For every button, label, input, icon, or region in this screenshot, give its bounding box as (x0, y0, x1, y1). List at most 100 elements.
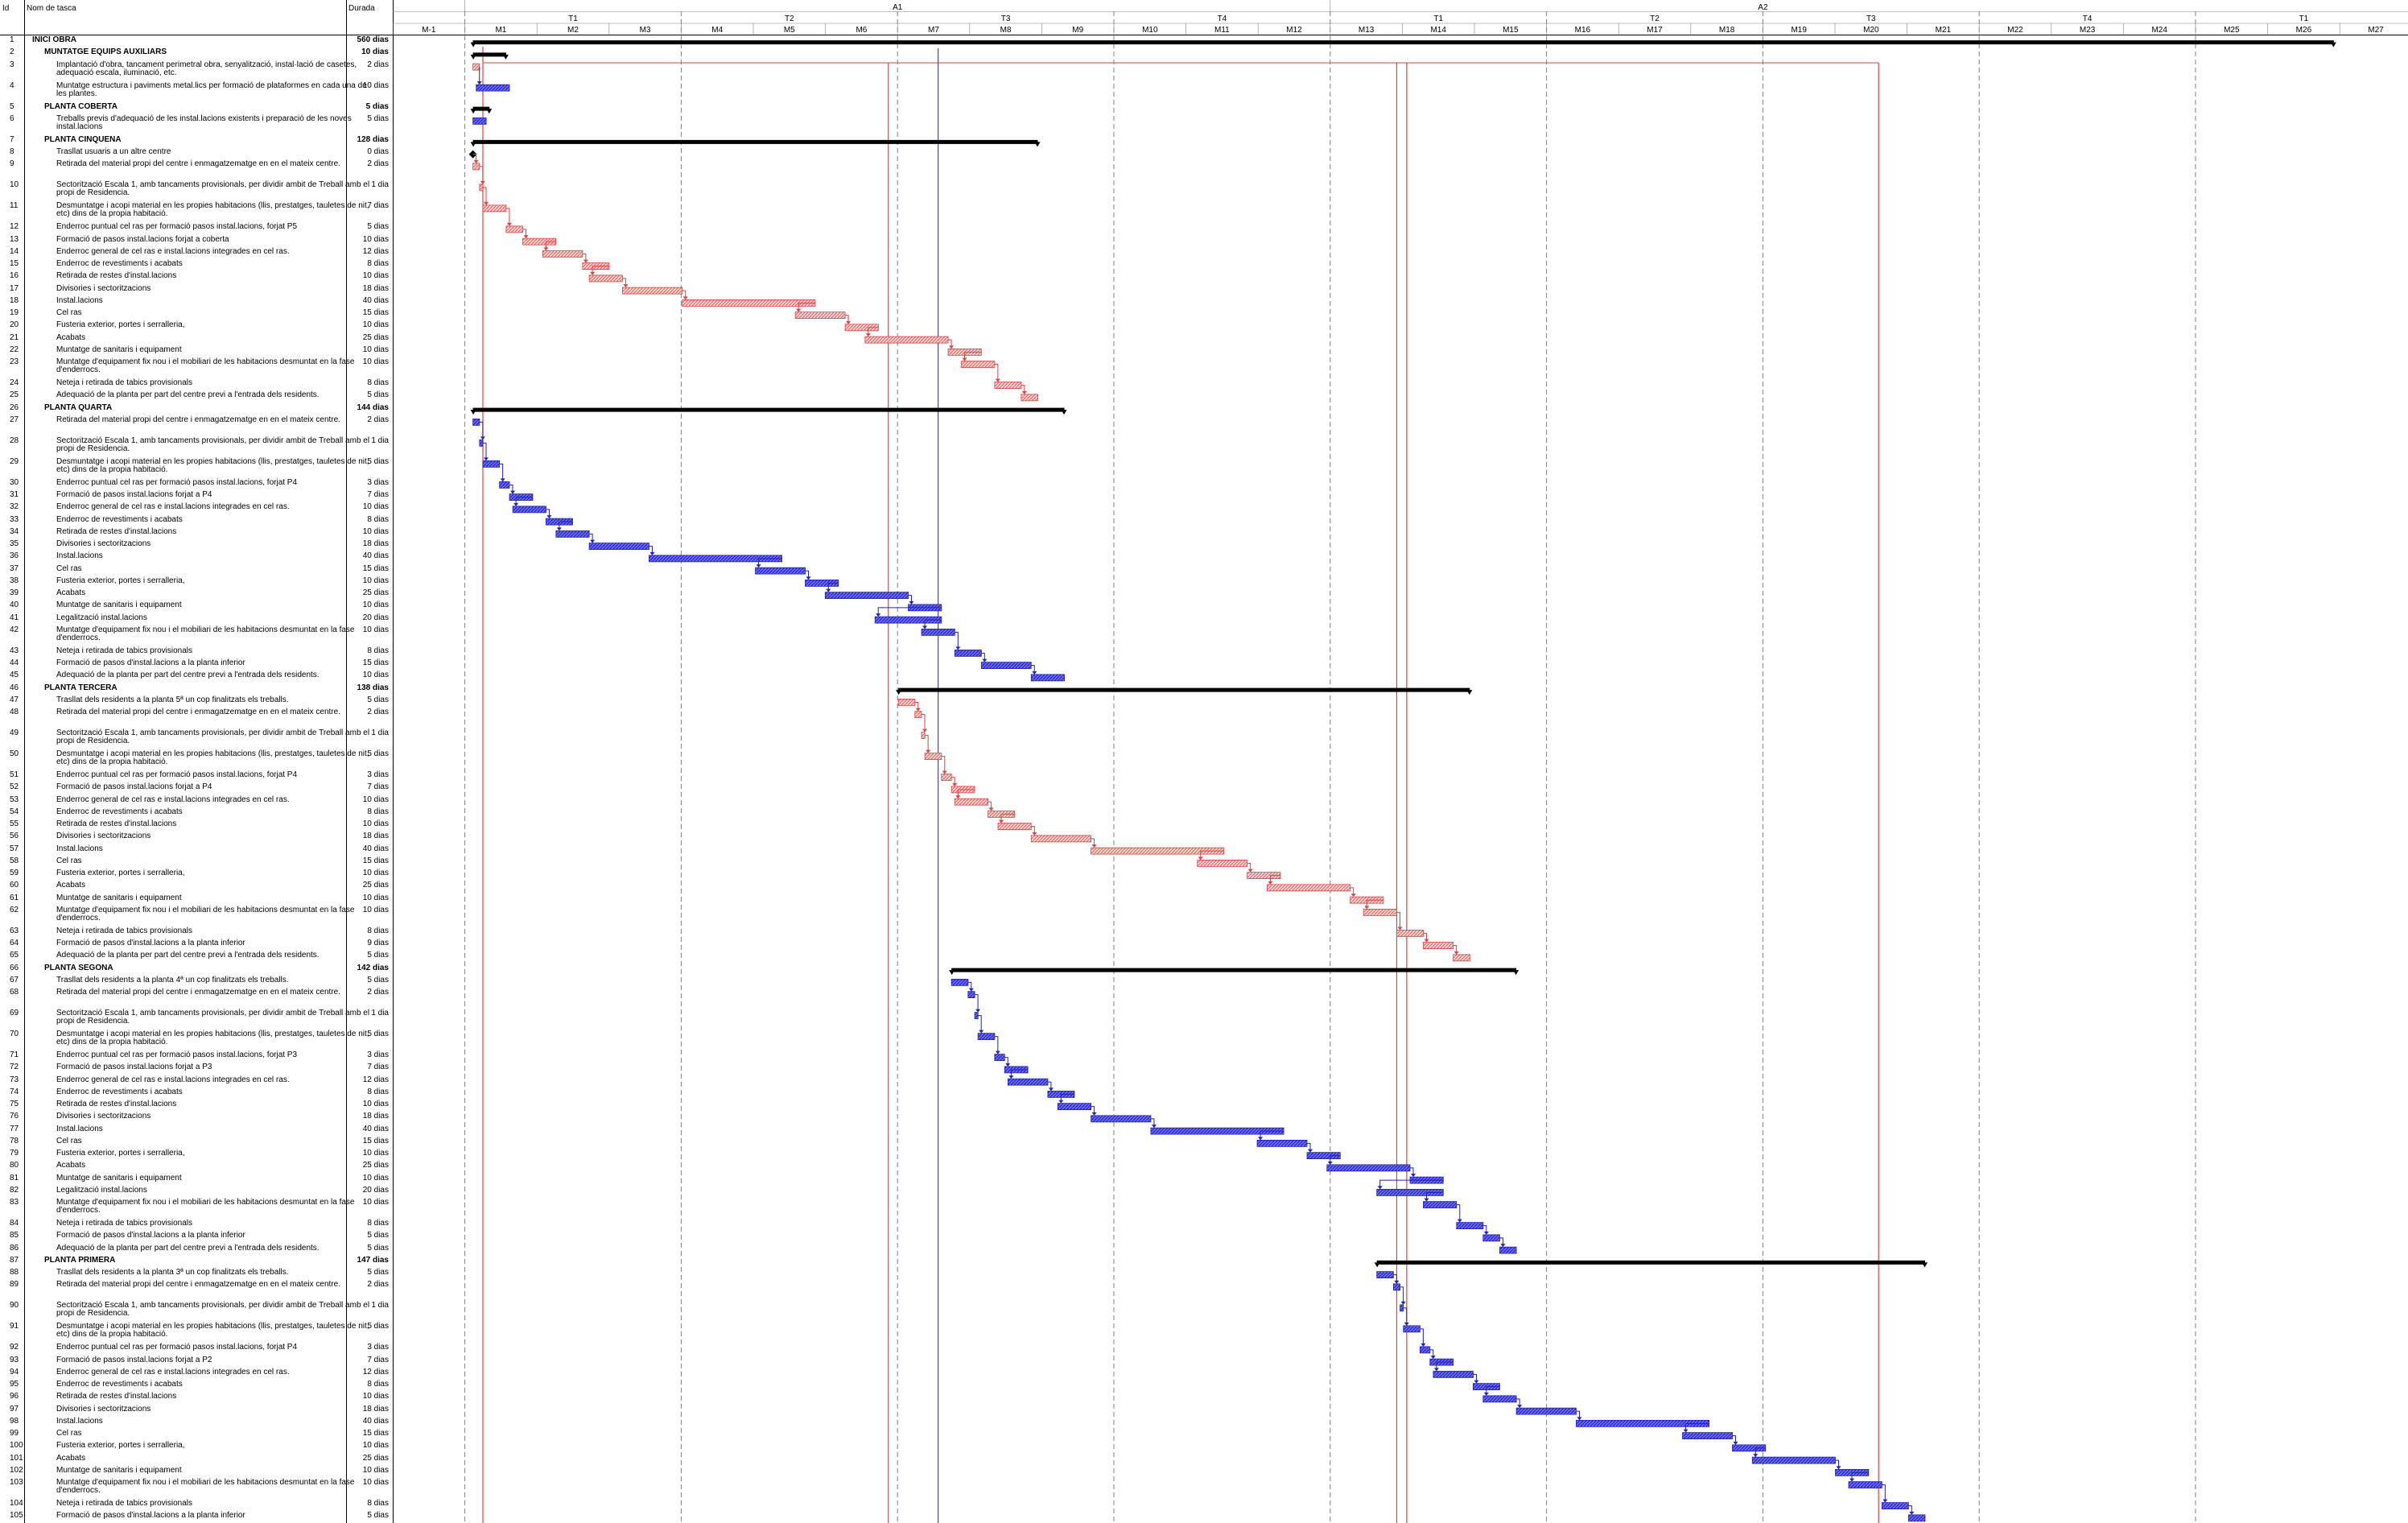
task-row[interactable]: 81 Muntatge de sanitaris i equipament 10 d… (0, 1174, 393, 1187)
task-row[interactable]: 85 Formació de pasos d'instal.lacions a l… (0, 1232, 393, 1244)
task-row[interactable]: 16 Retirada de restes d'instal.lacions 10 … (0, 272, 393, 284)
task-row[interactable]: 65 Adequació de la planta per part del ce… (0, 951, 393, 964)
task-row[interactable]: 19 Cel ras 15 dias (0, 309, 393, 321)
task-row[interactable]: 102 Muntatge de sanitaris i equipament 10 … (0, 1466, 393, 1479)
task-row[interactable]: 12 Enderroc puntual cel ras per formació … (0, 223, 393, 235)
task-row[interactable]: 14 Enderroc general de cel ras e instal.l… (0, 247, 393, 260)
task-row[interactable]: 37 Cel ras 15 dias (0, 564, 393, 577)
task-row[interactable]: 74 Enderroc de revestiments i acabats 8 di… (0, 1088, 393, 1100)
task-row[interactable]: 43 Neteja i retirada de tabics provisiona… (0, 646, 393, 659)
task-row[interactable]: 61 Muntatge de sanitaris i equipament 10 d… (0, 894, 393, 906)
task-row[interactable]: 101 Acabats 25 dias (0, 1454, 393, 1467)
task-row[interactable]: 77 Instal.lacions 40 dias (0, 1125, 393, 1137)
task-row[interactable]: 22 Muntatge de sanitaris i equipament 10 d… (0, 345, 393, 358)
task-row[interactable]: 41 Legalització instal.lacions 20 dias (0, 613, 393, 626)
column-header-duration[interactable]: Durada (348, 4, 375, 13)
task-row[interactable]: 72 Formació de pasos instal.lacions forja… (0, 1063, 393, 1075)
task-row[interactable]: 50 Desmuntatge i acopi material en les pr… (0, 750, 393, 771)
task-row[interactable]: 9 Retirada del material propi del centre … (0, 160, 393, 181)
task-row[interactable]: 97 Divisories i sectoritzacions 18 dias (0, 1405, 393, 1418)
task-row[interactable]: 70 Desmuntatge i acopi material en les pr… (0, 1030, 393, 1051)
task-row[interactable]: 82 Legalització instal.lacions 20 dias (0, 1186, 393, 1199)
task-row[interactable]: 11 Desmuntatge i acopi material en les pr… (0, 202, 393, 223)
task-row[interactable]: 31 Formació de pasos instal.lacions forja… (0, 491, 393, 503)
task-row[interactable]: 104 Neteja i retirada de tabics provision… (0, 1500, 393, 1512)
task-row[interactable]: 58 Cel ras 15 dias (0, 856, 393, 869)
task-row[interactable]: 59 Fusteria exterior, portes i serralleri… (0, 869, 393, 881)
task-row[interactable]: 63 Neteja i retirada de tabics provisiona… (0, 927, 393, 939)
task-row[interactable]: 92 Enderroc puntual cel ras per formació … (0, 1343, 393, 1356)
task-row[interactable]: 4 Muntatge estructura i paviments metal.l… (0, 81, 393, 103)
task-row[interactable]: 90 Sectorització Escala 1, amb tancaments… (0, 1302, 393, 1323)
task-row[interactable]: 21 Acabats 25 dias (0, 333, 393, 346)
task-row[interactable]: 52 Formació de pasos instal.lacions forja… (0, 783, 393, 795)
task-row[interactable]: 35 Divisories i sectoritzacions 18 dias (0, 540, 393, 552)
summary-task-row[interactable]: 5 PLANTA COBERTA 5 dias (0, 102, 393, 115)
task-row[interactable]: 67 Trasllat dels residents a la planta 4ª… (0, 976, 393, 989)
task-row[interactable]: 8 Trasllat usuaris a un altre centre 0 dia… (0, 148, 393, 160)
task-row[interactable]: 45 Adequació de la planta per part del ce… (0, 671, 393, 683)
column-header-id[interactable]: Id (2, 4, 10, 13)
task-row[interactable]: 29 Desmuntatge i acopi material en les pr… (0, 457, 393, 479)
task-row[interactable]: 23 Muntatge d'equipament fix nou i el mob… (0, 358, 393, 379)
task-row[interactable]: 53 Enderroc general de cel ras e instal.l… (0, 795, 393, 808)
task-row[interactable]: 32 Enderroc general de cel ras e instal.l… (0, 503, 393, 515)
gantt-canvas[interactable]: M-1 M1 M2 M3 M4 M5 M6 M7 M8 M9 M10 M11 M12 M13 M14 M15 M… (393, 0, 2408, 1523)
task-row[interactable]: 96 Retirada de restes d'instal.lacions 10 … (0, 1393, 393, 1405)
task-row[interactable]: 30 Enderroc puntual cel ras per formació … (0, 478, 393, 491)
task-row[interactable]: 80 Acabats 25 dias (0, 1162, 393, 1174)
task-row[interactable]: 86 Adequació de la planta per part del ce… (0, 1244, 393, 1257)
task-row[interactable]: 76 Divisories i sectoritzacions 18 dias (0, 1112, 393, 1125)
task-row[interactable]: 20 Fusteria exterior, portes i serralleri… (0, 321, 393, 333)
task-row[interactable]: 13 Formació de pasos instal.lacions forja… (0, 235, 393, 248)
gantt-chart[interactable]: M-1 M1 M2 M3 M4 M5 M6 M7 M8 M9 M10 M11 M12 M13 M14 M15 M… (393, 0, 2408, 1523)
task-row[interactable]: 78 Cel ras 15 dias (0, 1137, 393, 1149)
task-row[interactable]: 62 Muntatge d'equipament fix nou i el mob… (0, 906, 393, 927)
summary-task-row[interactable]: 1 INICI OBRA 560 dias (0, 36, 393, 48)
summary-task-row[interactable]: 7 PLANTA CINQUENA 128 dias (0, 135, 393, 148)
task-row[interactable]: 40 Muntatge de sanitaris i equipament 10 d… (0, 601, 393, 613)
task-row[interactable]: 10 Sectorització Escala 1, amb tancaments… (0, 181, 393, 202)
task-row[interactable]: 100 Fusteria exterior, portes i serraller… (0, 1442, 393, 1454)
task-row[interactable]: 98 Instal.lacions 40 dias (0, 1417, 393, 1430)
column-header-name[interactable]: Nom de tasca (27, 4, 76, 13)
task-row[interactable]: 3 Implantació d'obra, tancament perimetra… (0, 60, 393, 82)
task-row[interactable]: 24 Neteja i retirada de tabics provisiona… (0, 379, 393, 391)
task-row[interactable]: 25 Adequació de la planta per part del ce… (0, 391, 393, 403)
task-row[interactable]: 36 Instal.lacions 40 dias (0, 552, 393, 564)
task-row[interactable]: 79 Fusteria exterior, portes i serralleri… (0, 1149, 393, 1162)
task-row[interactable]: 42 Muntatge d'equipament fix nou i el mob… (0, 625, 393, 647)
task-row[interactable]: 49 Sectorització Escala 1, amb tancaments… (0, 729, 393, 750)
task-row[interactable]: 68 Retirada del material propi del centre… (0, 989, 393, 1009)
task-row[interactable]: 38 Fusteria exterior, portes i serralleri… (0, 576, 393, 589)
summary-task-row[interactable]: 66 PLANTA SEGONA 142 dias (0, 964, 393, 976)
task-row[interactable]: 6 Treballs previs d'adequació de les inst… (0, 114, 393, 136)
task-row[interactable]: 57 Instal.lacions 40 dias (0, 844, 393, 857)
summary-task-row[interactable]: 26 PLANTA QUARTA 144 dias (0, 403, 393, 416)
task-row[interactable]: 88 Trasllat dels residents a la planta 3ª… (0, 1269, 393, 1281)
task-row[interactable]: 17 Divisories i sectoritzacions 18 dias (0, 284, 393, 297)
task-row[interactable]: 18 Instal.lacions 40 dias (0, 296, 393, 309)
task-row[interactable]: 44 Formació de pasos d'instal.lacions a l… (0, 659, 393, 671)
task-row[interactable]: 91 Desmuntatge i acopi material en les pr… (0, 1323, 393, 1343)
summary-task-row[interactable]: 2 MUNTATGE EQUIPS AUXILIARS 10 dias (0, 48, 393, 60)
task-row[interactable]: 48 Retirada del material propi del centre… (0, 708, 393, 729)
task-row[interactable]: 69 Sectorització Escala 1, amb tancaments… (0, 1009, 393, 1030)
task-row[interactable]: 47 Trasllat dels residents a la planta 5ª… (0, 695, 393, 708)
task-row[interactable]: 54 Enderroc de revestiments i acabats 8 di… (0, 807, 393, 820)
task-row[interactable]: 33 Enderroc de revestiments i acabats 8 di… (0, 515, 393, 528)
task-row[interactable]: 28 Sectorització Escala 1, amb tancaments… (0, 436, 393, 458)
task-row[interactable]: 60 Acabats 25 dias (0, 881, 393, 894)
task-row[interactable]: 83 Muntatge d'equipament fix nou i el mob… (0, 1199, 393, 1220)
task-row[interactable]: 99 Cel ras 15 dias (0, 1430, 393, 1442)
task-row[interactable]: 27 Retirada del material propi del centre… (0, 415, 393, 437)
task-row[interactable]: 93 Formació de pasos instal.lacions forja… (0, 1356, 393, 1368)
task-row[interactable]: 73 Enderroc general de cel ras e instal.l… (0, 1075, 393, 1088)
task-row[interactable]: 71 Enderroc puntual cel ras per formació … (0, 1051, 393, 1063)
task-row[interactable]: 94 Enderroc general de cel ras e instal.l… (0, 1368, 393, 1381)
task-row[interactable]: 89 Retirada del material propi del centre… (0, 1281, 393, 1302)
task-row[interactable]: 51 Enderroc puntual cel ras per formació … (0, 771, 393, 783)
task-row[interactable]: 56 Divisories i sectoritzacions 18 dias (0, 832, 393, 844)
task-row[interactable]: 95 Enderroc de revestiments i acabats 8 di… (0, 1381, 393, 1393)
summary-task-row[interactable]: 87 PLANTA PRIMERA 147 dias (0, 1256, 393, 1269)
